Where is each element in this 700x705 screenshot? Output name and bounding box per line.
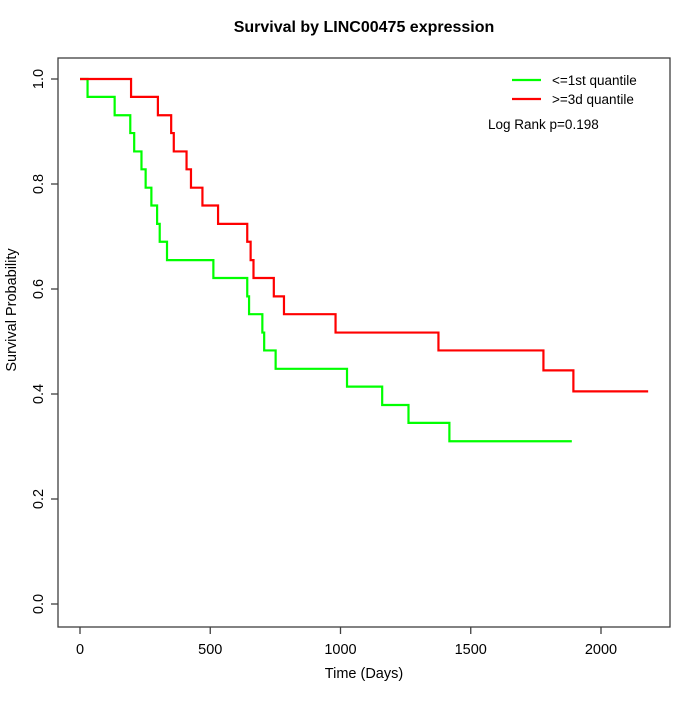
y-axis: 0.0 0.2 0.4 0.6 0.8 1.0 (31, 69, 58, 614)
x-tick-label: 2000 (585, 642, 617, 658)
x-axis: 0 500 1000 1500 2000 (76, 627, 617, 658)
survival-curves (80, 77, 649, 443)
x-tick-label: 500 (198, 642, 222, 658)
y-tick-label: 0.4 (31, 384, 47, 404)
x-tick-label: 1500 (455, 642, 487, 658)
y-axis-label: Survival Probability (4, 248, 20, 372)
x-tick-label: 1000 (324, 642, 356, 658)
y-tick-label: 0.2 (31, 489, 47, 509)
legend-label-green: <=1st quantile (552, 73, 637, 88)
y-tick-label: 0.6 (31, 279, 47, 299)
x-axis-label: Time (Days) (325, 666, 403, 682)
km-curve-high-expression (80, 77, 649, 393)
y-tick-label: 1.0 (31, 69, 47, 89)
log-rank-annotation: Log Rank p=0.198 (488, 117, 599, 132)
x-tick-label: 0 (76, 642, 84, 658)
plot-box (57, 57, 671, 628)
y-tick-label: 0.0 (31, 594, 47, 614)
legend-label-red: >=3d quantile (552, 92, 634, 107)
km-curve-low-expression (80, 77, 572, 443)
y-tick-label: 0.8 (31, 174, 47, 194)
plot-title: Survival by LINC00475 expression (234, 19, 495, 36)
legend: <=1st quantile >=3d quantile Log Rank p=… (488, 73, 637, 132)
